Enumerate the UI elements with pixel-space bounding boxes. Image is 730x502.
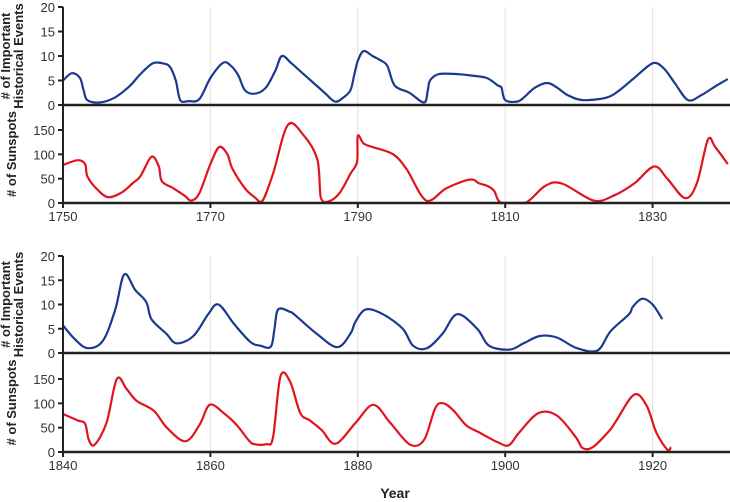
y-tick-label: 150: [33, 123, 55, 138]
y-tick-label: 150: [33, 372, 55, 387]
y-axis-label: Historical Events: [11, 3, 26, 109]
x-tick-label: 1900: [491, 458, 520, 473]
y-tick-label: 15: [41, 25, 55, 40]
y-axis-label: Historical Events: [11, 252, 26, 358]
x-tick-label: 1750: [49, 209, 78, 224]
y-tick-label: 5: [48, 74, 55, 89]
y-tick-label: 20: [41, 249, 55, 264]
x-tick-label: 1880: [343, 458, 372, 473]
x-tick-label: 1840: [49, 458, 78, 473]
y-tick-label: 100: [33, 396, 55, 411]
y-tick-label: 50: [41, 421, 55, 436]
y-axis-label: # of Important: [0, 12, 13, 99]
y-tick-label: 100: [33, 147, 55, 162]
y-tick-label: 50: [41, 172, 55, 187]
y-tick-label: 20: [41, 0, 55, 15]
x-axis-label: Year: [380, 485, 410, 501]
events-series-line: [62, 49, 729, 104]
sunspots-series-line: [62, 122, 729, 205]
y-tick-label: 0: [48, 445, 55, 460]
x-tick-label: 1810: [491, 209, 520, 224]
events-series-line: [62, 272, 664, 353]
y-tick-label: 0: [48, 196, 55, 211]
y-axis-label: # of Sunspots: [4, 111, 19, 197]
y-tick-label: 5: [48, 322, 55, 337]
y-tick-label: 0: [48, 98, 55, 113]
y-axis-label: # of Important: [0, 261, 13, 348]
y-tick-label: 15: [41, 273, 55, 288]
x-tick-label: 1920: [638, 458, 667, 473]
x-tick-label: 1830: [638, 209, 667, 224]
y-tick-label: 0: [48, 346, 55, 361]
y-tick-label: 10: [41, 49, 55, 64]
x-tick-label: 1790: [343, 209, 372, 224]
sunspots-series-line: [62, 371, 672, 452]
x-tick-label: 1860: [196, 458, 225, 473]
y-tick-label: 10: [41, 298, 55, 313]
x-tick-label: 1770: [196, 209, 225, 224]
y-axis-label: # of Sunspots: [4, 360, 19, 446]
